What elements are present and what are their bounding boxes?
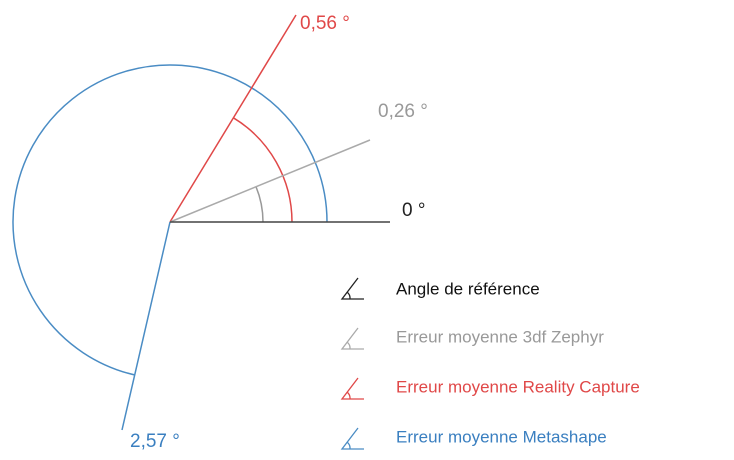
legend-label: Erreur moyenne Reality Capture xyxy=(396,377,640,396)
legend-icon xyxy=(340,327,364,350)
blue-line xyxy=(121,221,171,431)
legend-icon xyxy=(340,277,364,300)
angle-label: 2,57 ° xyxy=(130,431,180,452)
legend-label: Angle de référence xyxy=(396,279,540,298)
angle-label: 0,26 ° xyxy=(378,101,428,122)
gray-line xyxy=(169,139,371,223)
angle-label: 0 ° xyxy=(402,200,425,221)
blue-arc xyxy=(12,64,328,376)
legend-icons xyxy=(340,277,364,450)
red-line xyxy=(169,14,297,223)
gray-arc xyxy=(255,186,264,223)
legend-icon xyxy=(340,377,364,400)
red-arc xyxy=(233,117,293,223)
legend-label: Erreur moyenne 3df Zephyr xyxy=(396,327,604,346)
legend-label: Erreur moyenne Metashape xyxy=(396,427,607,446)
legend-icon xyxy=(340,427,364,450)
angle-label: 0,56 ° xyxy=(300,13,350,34)
